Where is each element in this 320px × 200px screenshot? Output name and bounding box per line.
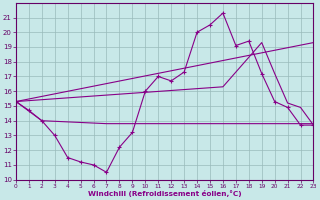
X-axis label: Windchill (Refroidissement éolien,°C): Windchill (Refroidissement éolien,°C) <box>88 190 242 197</box>
